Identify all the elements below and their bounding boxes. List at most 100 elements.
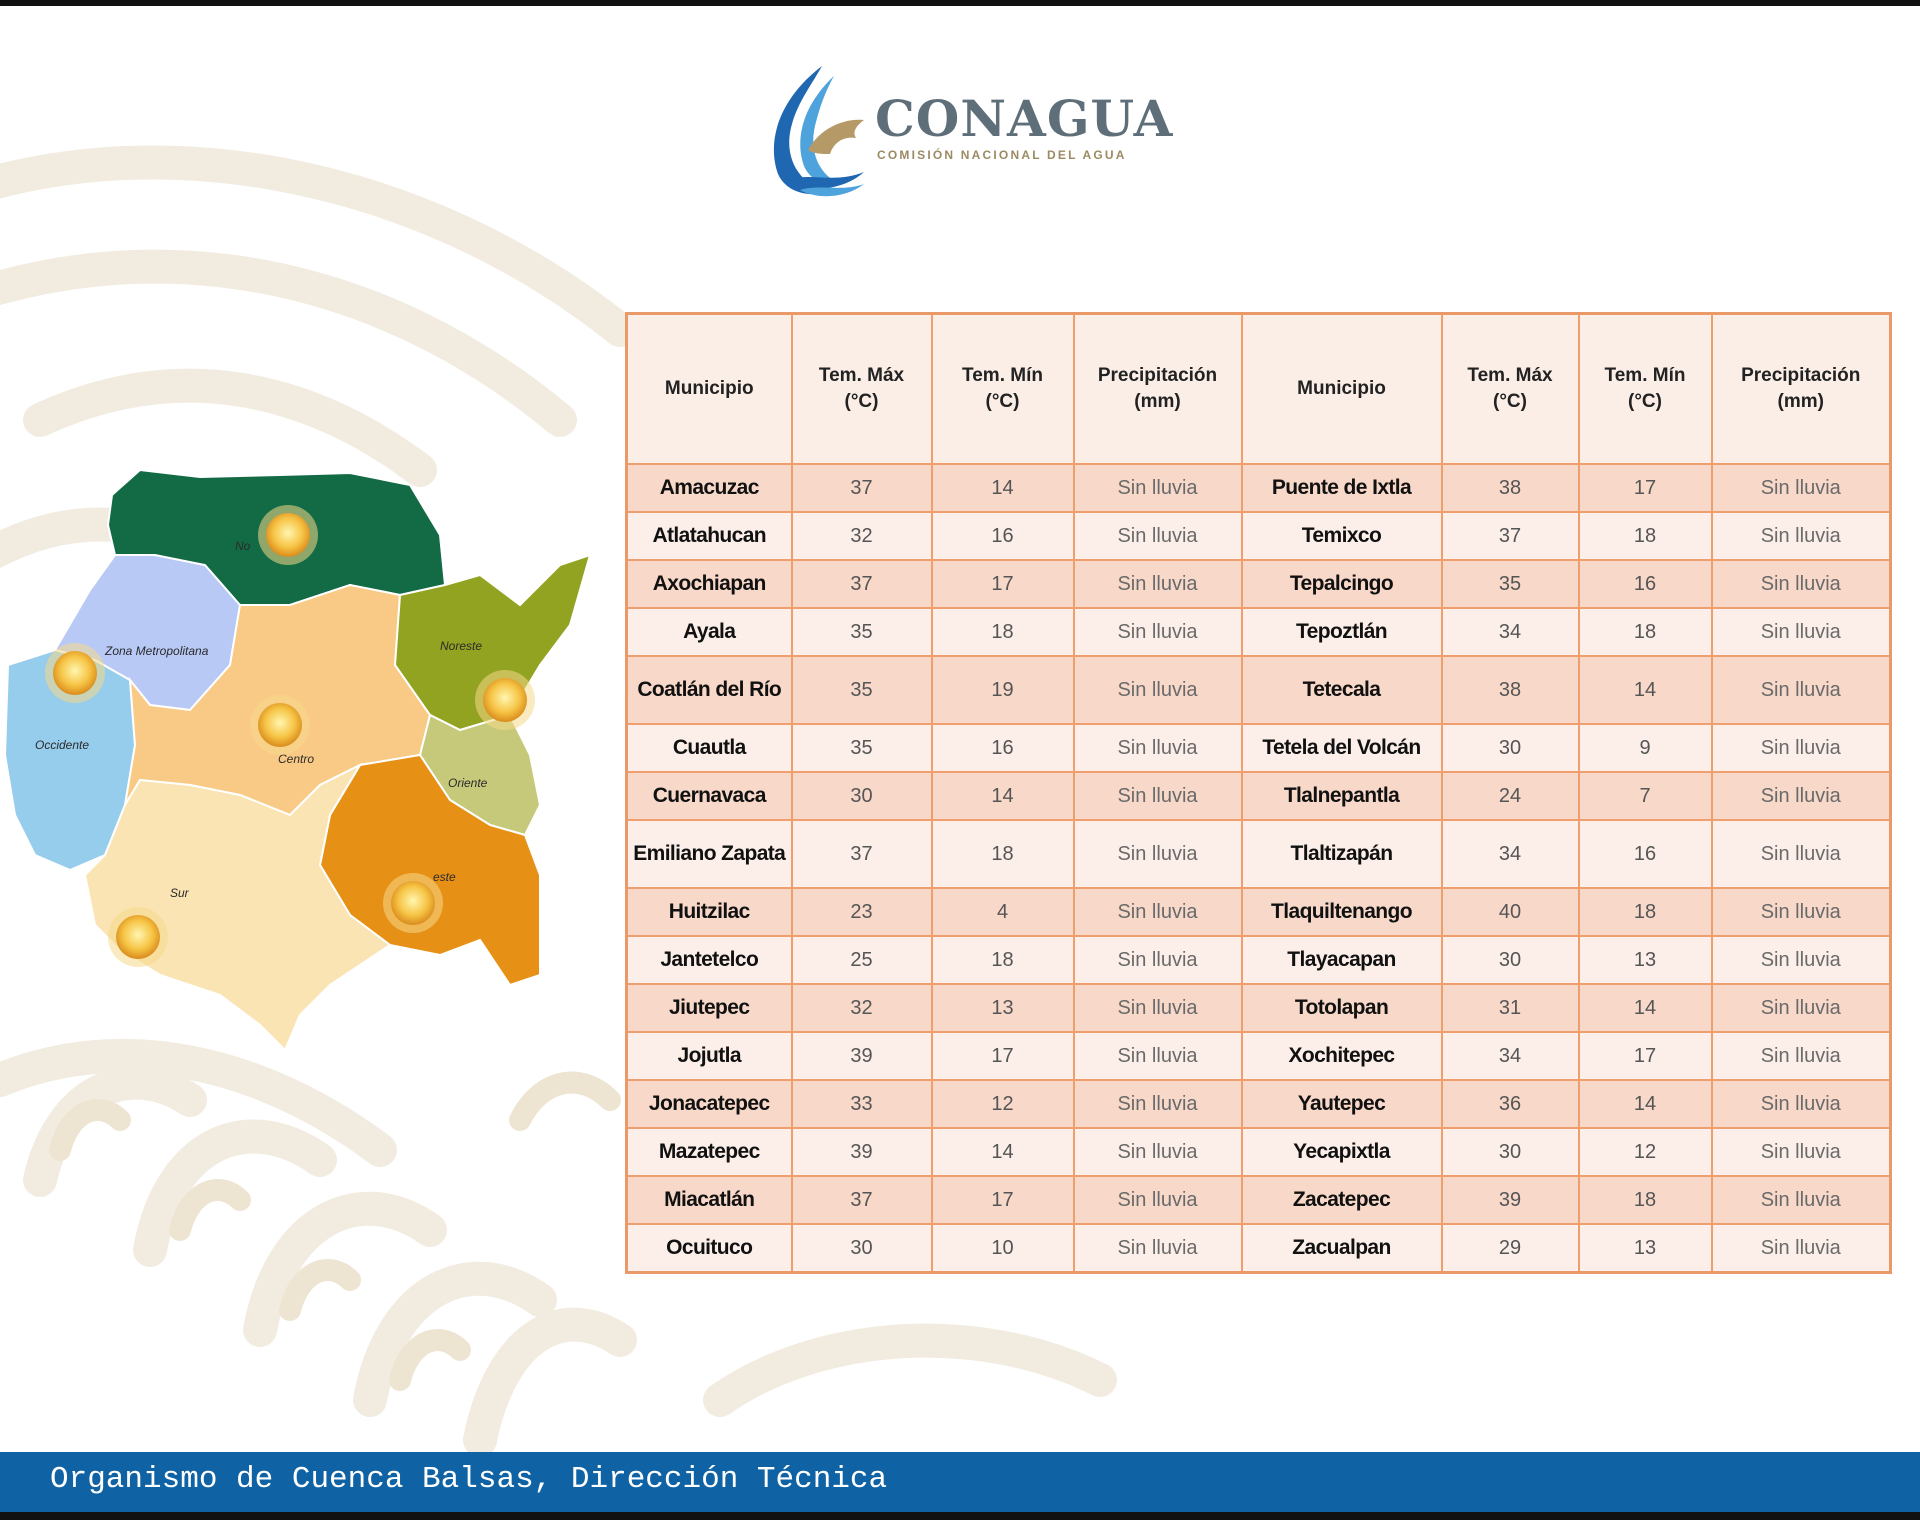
tmin-cell: 18 — [930, 607, 1075, 657]
table-row: Huitzilac 23 4 Sin lluvia Tlaquiltenango 40 18… — [625, 887, 1892, 937]
table-row: Cuautla 35 16 Sin lluvia Tetela del Volcán 30… — [625, 723, 1892, 773]
precip-cell: Sin lluvia — [1072, 463, 1243, 513]
tmin-cell: 16 — [1577, 559, 1713, 609]
tmax-cell: 30 — [1440, 1127, 1580, 1177]
logo-subtitle: COMISIÓN NACIONAL DEL AGUA — [877, 148, 1127, 162]
municipio-cell: Coatlán del Río — [625, 655, 793, 725]
tmax-cell: 30 — [790, 1223, 933, 1274]
regions-map: No Zona Metropolitana Noreste Occidente … — [3, 468, 592, 1052]
tmax-cell: 33 — [790, 1079, 933, 1129]
tmin-cell: 13 — [930, 983, 1075, 1033]
precip-cell: Sin lluvia — [1072, 983, 1243, 1033]
tmax-cell: 35 — [790, 655, 933, 725]
precip-cell: Sin lluvia — [1072, 935, 1243, 985]
precip-cell: Sin lluvia — [1710, 607, 1892, 657]
tmin-cell: 10 — [930, 1223, 1075, 1274]
precip-cell: Sin lluvia — [1710, 559, 1892, 609]
precip-cell: Sin lluvia — [1072, 1031, 1243, 1081]
tmin-cell: 14 — [930, 771, 1075, 821]
tmin-cell: 18 — [1577, 607, 1713, 657]
tmax-cell: 35 — [1440, 559, 1580, 609]
forecast-table-container: Municipio Tem. Máx (°C) Tem. Mín (°C) Prec… — [625, 312, 1892, 1274]
tmax-cell: 34 — [1440, 1031, 1580, 1081]
table-row: Cuernavaca 30 14 Sin lluvia Tlalnepantla 24 7 S… — [625, 771, 1892, 821]
precip-cell: Sin lluvia — [1710, 463, 1892, 513]
municipio-cell: Atlatahucan — [625, 511, 793, 561]
municipio-cell: Tepoztlán — [1240, 607, 1443, 657]
municipio-cell: Jiutepec — [625, 983, 793, 1033]
bottom-border — [0, 1512, 1920, 1520]
tmax-cell: 38 — [1440, 655, 1580, 725]
precip-cell: Sin lluvia — [1710, 771, 1892, 821]
tmax-cell: 38 — [1440, 463, 1580, 513]
tmax-cell: 37 — [790, 463, 933, 513]
precip-cell: Sin lluvia — [1710, 1127, 1892, 1177]
municipio-cell: Ocuituco — [625, 1223, 793, 1274]
tmax-cell: 34 — [1440, 819, 1580, 889]
table-row: Ayala 35 18 Sin lluvia Tepoztlán 34 18 Sin lluv… — [625, 607, 1892, 657]
tmax-cell: 36 — [1440, 1079, 1580, 1129]
precip-cell: Sin lluvia — [1710, 1079, 1892, 1129]
tmin-cell: 17 — [930, 559, 1075, 609]
municipio-cell: Yecapixtla — [1240, 1127, 1443, 1177]
municipio-cell: Tlayacapan — [1240, 935, 1443, 985]
tmin-cell: 13 — [1577, 935, 1713, 985]
sun-icon — [250, 695, 310, 755]
precip-cell: Sin lluvia — [1072, 1175, 1243, 1225]
tmax-cell: 39 — [1440, 1175, 1580, 1225]
tmax-cell: 39 — [790, 1031, 933, 1081]
tmax-cell: 37 — [790, 559, 933, 609]
municipio-cell: Huitzilac — [625, 887, 793, 937]
municipio-cell: Jonacatepec — [625, 1079, 793, 1129]
municipio-cell: Yautepec — [1240, 1079, 1443, 1129]
tmin-cell: 18 — [1577, 887, 1713, 937]
tmax-cell: 40 — [1440, 887, 1580, 937]
conagua-emblem-icon — [773, 66, 864, 197]
tmax-cell: 30 — [1440, 935, 1580, 985]
municipio-cell: Tlaltizapán — [1240, 819, 1443, 889]
tmin-cell: 14 — [1577, 1079, 1713, 1129]
municipio-cell: Totolapan — [1240, 983, 1443, 1033]
precip-cell: Sin lluvia — [1072, 819, 1243, 889]
table-row: Axochiapan 37 17 Sin lluvia Tepalcingo 35 16 Si… — [625, 559, 1892, 609]
tmin-cell: 16 — [930, 723, 1075, 773]
precip-cell: Sin lluvia — [1710, 819, 1892, 889]
table-row: Jiutepec 32 13 Sin lluvia Totolapan 31 14 Sin l… — [625, 983, 1892, 1033]
precip-cell: Sin lluvia — [1710, 1223, 1892, 1274]
precip-cell: Sin lluvia — [1072, 655, 1243, 725]
precip-cell: Sin lluvia — [1072, 607, 1243, 657]
municipio-cell: Miacatlán — [625, 1175, 793, 1225]
precip-cell: Sin lluvia — [1072, 1223, 1243, 1274]
sun-icon — [383, 873, 443, 933]
header-tem-min: Tem. Mín (°C) — [1577, 312, 1713, 465]
tmin-cell: 12 — [1577, 1127, 1713, 1177]
tmin-cell: 14 — [1577, 655, 1713, 725]
tmax-cell: 31 — [1440, 983, 1580, 1033]
table-row: Jantetelco 25 18 Sin lluvia Tlayacapan 30 13 Si… — [625, 935, 1892, 985]
municipio-cell: Cuautla — [625, 723, 793, 773]
tmin-cell: 17 — [1577, 463, 1713, 513]
precip-cell: Sin lluvia — [1072, 1079, 1243, 1129]
precip-cell: Sin lluvia — [1710, 511, 1892, 561]
municipio-cell: Jojutla — [625, 1031, 793, 1081]
precip-cell: Sin lluvia — [1072, 723, 1243, 773]
table-row: Coatlán del Río 35 19 Sin lluvia Tetecala 38 1… — [625, 655, 1892, 725]
header-precipitacion: Precipitación (mm) — [1072, 312, 1243, 465]
municipio-cell: Puente de Ixtla — [1240, 463, 1443, 513]
tmin-cell: 18 — [1577, 1175, 1713, 1225]
sun-icon — [108, 907, 168, 967]
municipio-cell: Jantetelco — [625, 935, 793, 985]
header-municipio: Municipio — [625, 312, 793, 465]
tmax-cell: 37 — [790, 819, 933, 889]
tmin-cell: 14 — [930, 1127, 1075, 1177]
municipio-cell: Emiliano Zapata — [625, 819, 793, 889]
table-row: Jojutla 39 17 Sin lluvia Xochitepec 34 17 Sin l… — [625, 1031, 1892, 1081]
tmin-cell: 4 — [930, 887, 1075, 937]
precip-cell: Sin lluvia — [1710, 1031, 1892, 1081]
tmin-cell: 19 — [930, 655, 1075, 725]
precip-cell: Sin lluvia — [1072, 511, 1243, 561]
tmax-cell: 39 — [790, 1127, 933, 1177]
table-body: Amacuzac 37 14 Sin lluvia Puente de Ixtla 38 1… — [625, 463, 1892, 1274]
municipio-cell: Mazatepec — [625, 1127, 793, 1177]
precip-cell: Sin lluvia — [1710, 983, 1892, 1033]
